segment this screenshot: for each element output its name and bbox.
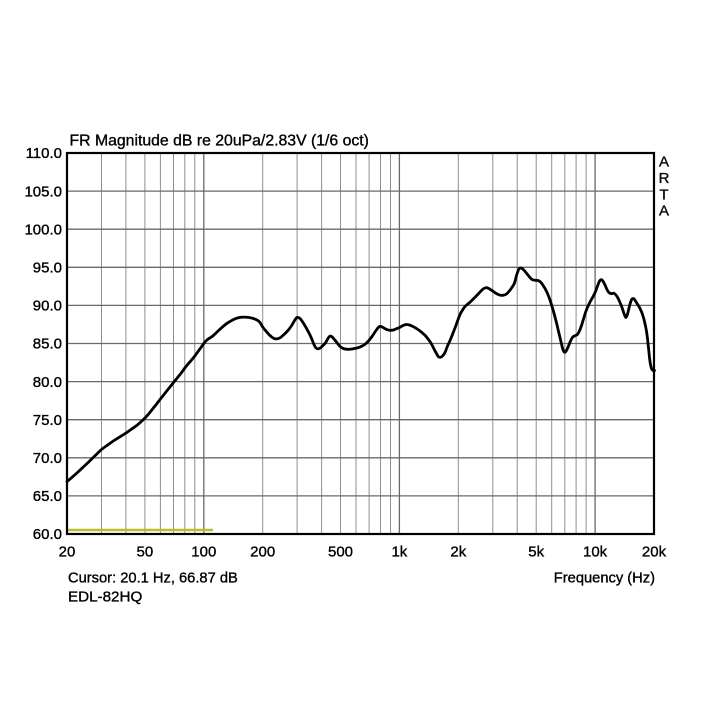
- svg-text:105.0: 105.0: [24, 183, 62, 200]
- svg-text:T: T: [659, 186, 668, 203]
- svg-text:50: 50: [137, 544, 154, 561]
- svg-text:100.0: 100.0: [24, 221, 62, 238]
- svg-text:80.0: 80.0: [33, 374, 62, 391]
- svg-text:10k: 10k: [583, 544, 608, 561]
- svg-text:65.0: 65.0: [33, 488, 62, 505]
- svg-text:95.0: 95.0: [33, 260, 62, 277]
- svg-text:A: A: [659, 203, 669, 220]
- svg-text:A: A: [659, 154, 669, 171]
- svg-text:60.0: 60.0: [33, 526, 62, 543]
- svg-text:100: 100: [191, 544, 216, 561]
- svg-text:110.0: 110.0: [26, 145, 62, 162]
- svg-text:20: 20: [59, 544, 76, 561]
- svg-text:85.0: 85.0: [33, 336, 62, 353]
- svg-text:90.0: 90.0: [33, 298, 62, 315]
- svg-text:5k: 5k: [528, 544, 544, 561]
- svg-text:70.0: 70.0: [33, 450, 62, 467]
- svg-text:1k: 1k: [391, 544, 407, 561]
- svg-text:20k: 20k: [642, 544, 667, 561]
- svg-text:200: 200: [250, 544, 275, 561]
- svg-text:R: R: [659, 170, 670, 187]
- svg-text:75.0: 75.0: [33, 412, 62, 429]
- svg-text:Frequency (Hz): Frequency (Hz): [554, 571, 655, 587]
- svg-text:FR Magnitude dB re 20uPa/2.83V: FR Magnitude dB re 20uPa/2.83V (1/6 oct): [70, 133, 369, 150]
- svg-text:EDL-82HQ: EDL-82HQ: [68, 589, 142, 606]
- svg-text:2k: 2k: [450, 544, 466, 561]
- svg-text:500: 500: [328, 544, 353, 561]
- svg-text:Cursor: 20.1 Hz, 66.87 dB: Cursor: 20.1 Hz, 66.87 dB: [68, 571, 238, 587]
